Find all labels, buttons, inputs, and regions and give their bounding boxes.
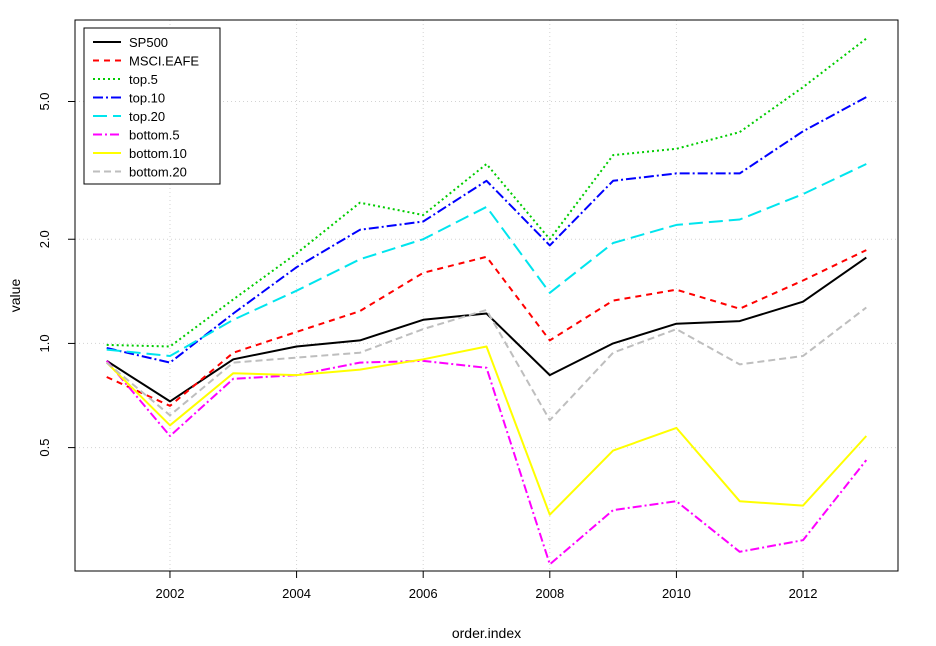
- legend: SP500 MSCI.EAFE top.5 top.10 top.20 bottom.5 b…: [83, 27, 221, 185]
- legend-label: top.20: [129, 109, 165, 124]
- x-tick-label: 2008: [535, 586, 564, 601]
- legend-label: bottom.10: [129, 146, 187, 161]
- y-axis: 0.5 1.0 2.0 5.0: [37, 92, 75, 457]
- y-axis-title: value: [7, 279, 23, 313]
- legend-box: [83, 27, 221, 185]
- legend-label: bottom.20: [129, 165, 187, 180]
- x-axis: 2002 2004 2006 2008 2010 2012: [156, 571, 818, 601]
- legend-label: MSCI.EAFE: [129, 54, 199, 69]
- y-tick-label: 1.0: [37, 334, 52, 352]
- y-tick-label: 2.0: [37, 230, 52, 248]
- series-line-bottom-20: [106, 306, 867, 422]
- legend-label: top.5: [129, 72, 158, 87]
- plot-frame: [74, 19, 899, 572]
- x-tick-label: 2012: [789, 586, 818, 601]
- x-tick-label: 2010: [662, 586, 691, 601]
- legend-label: bottom.5: [129, 128, 180, 143]
- series-line-sp500: [106, 256, 867, 403]
- legend-label: top.10: [129, 91, 165, 106]
- series-line-bottom-10: [105, 345, 868, 516]
- legend-label: SP500: [129, 35, 168, 50]
- series-line-top-10: [106, 96, 867, 364]
- x-tick-label: 2002: [156, 586, 185, 601]
- series-line-bottom-5: [105, 359, 868, 566]
- series-line-top-20: [106, 163, 867, 357]
- x-tick-label: 2006: [409, 586, 438, 601]
- y-tick-label: 5.0: [37, 92, 52, 110]
- y-tick-label: 0.5: [37, 439, 52, 457]
- series-lines: [105, 37, 868, 566]
- x-axis-title: order.index: [452, 625, 521, 641]
- x-tick-label: 2004: [282, 586, 311, 601]
